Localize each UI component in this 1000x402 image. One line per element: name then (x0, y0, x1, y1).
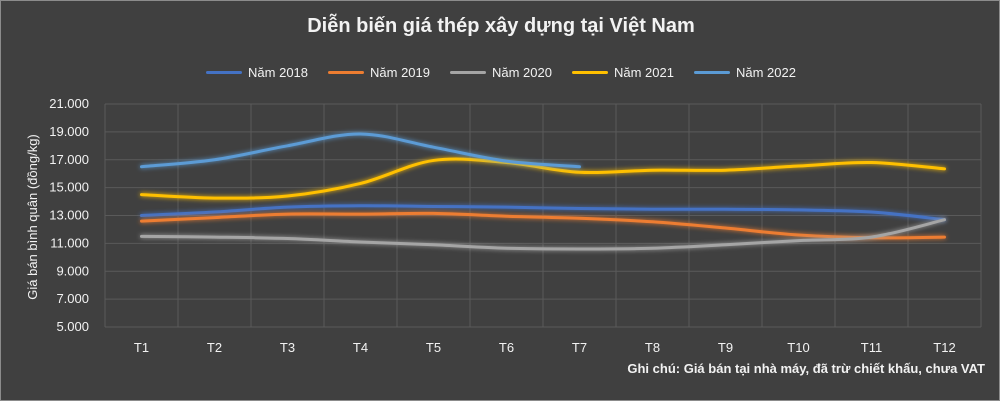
x-axis-ticks: T1 T2 T3 T4 T5 T6 T7 T8 T9 T10 T11 T12 (134, 340, 956, 355)
x-tick-label: T10 (787, 340, 809, 355)
legend-label: Năm 2020 (492, 64, 552, 80)
chart-title: Diễn biến giá thép xây dựng tại Việt Nam (307, 15, 695, 37)
series-line-năm-2022 (140, 132, 581, 169)
y-tick-label: 13.000 (49, 208, 89, 223)
y-tick-label: 17.000 (49, 152, 89, 167)
legend-swatch (206, 70, 243, 74)
legend-item-2020: Năm 2020 (450, 65, 552, 80)
y-tick-label: 5.000 (56, 319, 89, 334)
x-tick-label: T7 (572, 340, 587, 355)
series-lines (140, 132, 946, 251)
legend-swatch (571, 70, 608, 74)
x-tick-label: T1 (134, 340, 149, 355)
chart-note: Ghi chú: Giá bán tại nhà máy, đã trừ chi… (627, 361, 985, 376)
y-axis-label: Giá bán bình quân (đồng/kg) (25, 134, 40, 300)
y-tick-label: 15.000 (49, 180, 89, 195)
x-tick-label: T8 (645, 340, 660, 355)
x-tick-label: T2 (207, 340, 222, 355)
x-tick-label: T9 (718, 340, 733, 355)
gridlines (104, 103, 982, 328)
legend-item-2022: Năm 2022 (693, 64, 796, 80)
y-tick-label: 9.000 (56, 263, 89, 278)
legend-item-2019: Năm 2019 (328, 65, 430, 80)
x-tick-label: T6 (499, 340, 514, 355)
x-tick-label: T12 (933, 340, 955, 355)
legend-label: Năm 2018 (248, 64, 309, 80)
series-line-năm-2020 (140, 218, 946, 251)
series-line-năm-2021 (140, 157, 946, 200)
series-line-năm-2018 (140, 204, 946, 222)
y-tick-label: 11.000 (50, 235, 89, 250)
legend-swatch (450, 70, 486, 74)
legend-swatch (328, 70, 365, 74)
x-tick-label: T4 (353, 340, 368, 355)
y-tick-label: 7.000 (56, 291, 89, 306)
chart-legend: Năm 2018 Năm 2019 Năm 2020 Năm 2021 Năm … (1, 62, 1000, 82)
series-line-năm-2019 (140, 211, 946, 240)
x-tick-label: T5 (426, 340, 441, 355)
legend-label: Năm 2022 (735, 64, 796, 80)
legend-swatch (693, 70, 730, 74)
y-tick-label: 19.000 (49, 124, 89, 139)
legend-label: Năm 2021 (613, 64, 674, 80)
x-tick-label: T11 (861, 340, 882, 355)
y-tick-label: 21.000 (49, 96, 89, 111)
x-tick-label: T3 (280, 340, 295, 355)
legend-item-2021: Năm 2021 (571, 64, 674, 80)
y-axis-ticks: 5.000 7.000 9.000 11.000 13.000 15.000 17.000 1… (49, 96, 89, 334)
legend-item-2018: Năm 2018 (206, 65, 308, 80)
legend-label: Năm 2019 (370, 64, 430, 80)
